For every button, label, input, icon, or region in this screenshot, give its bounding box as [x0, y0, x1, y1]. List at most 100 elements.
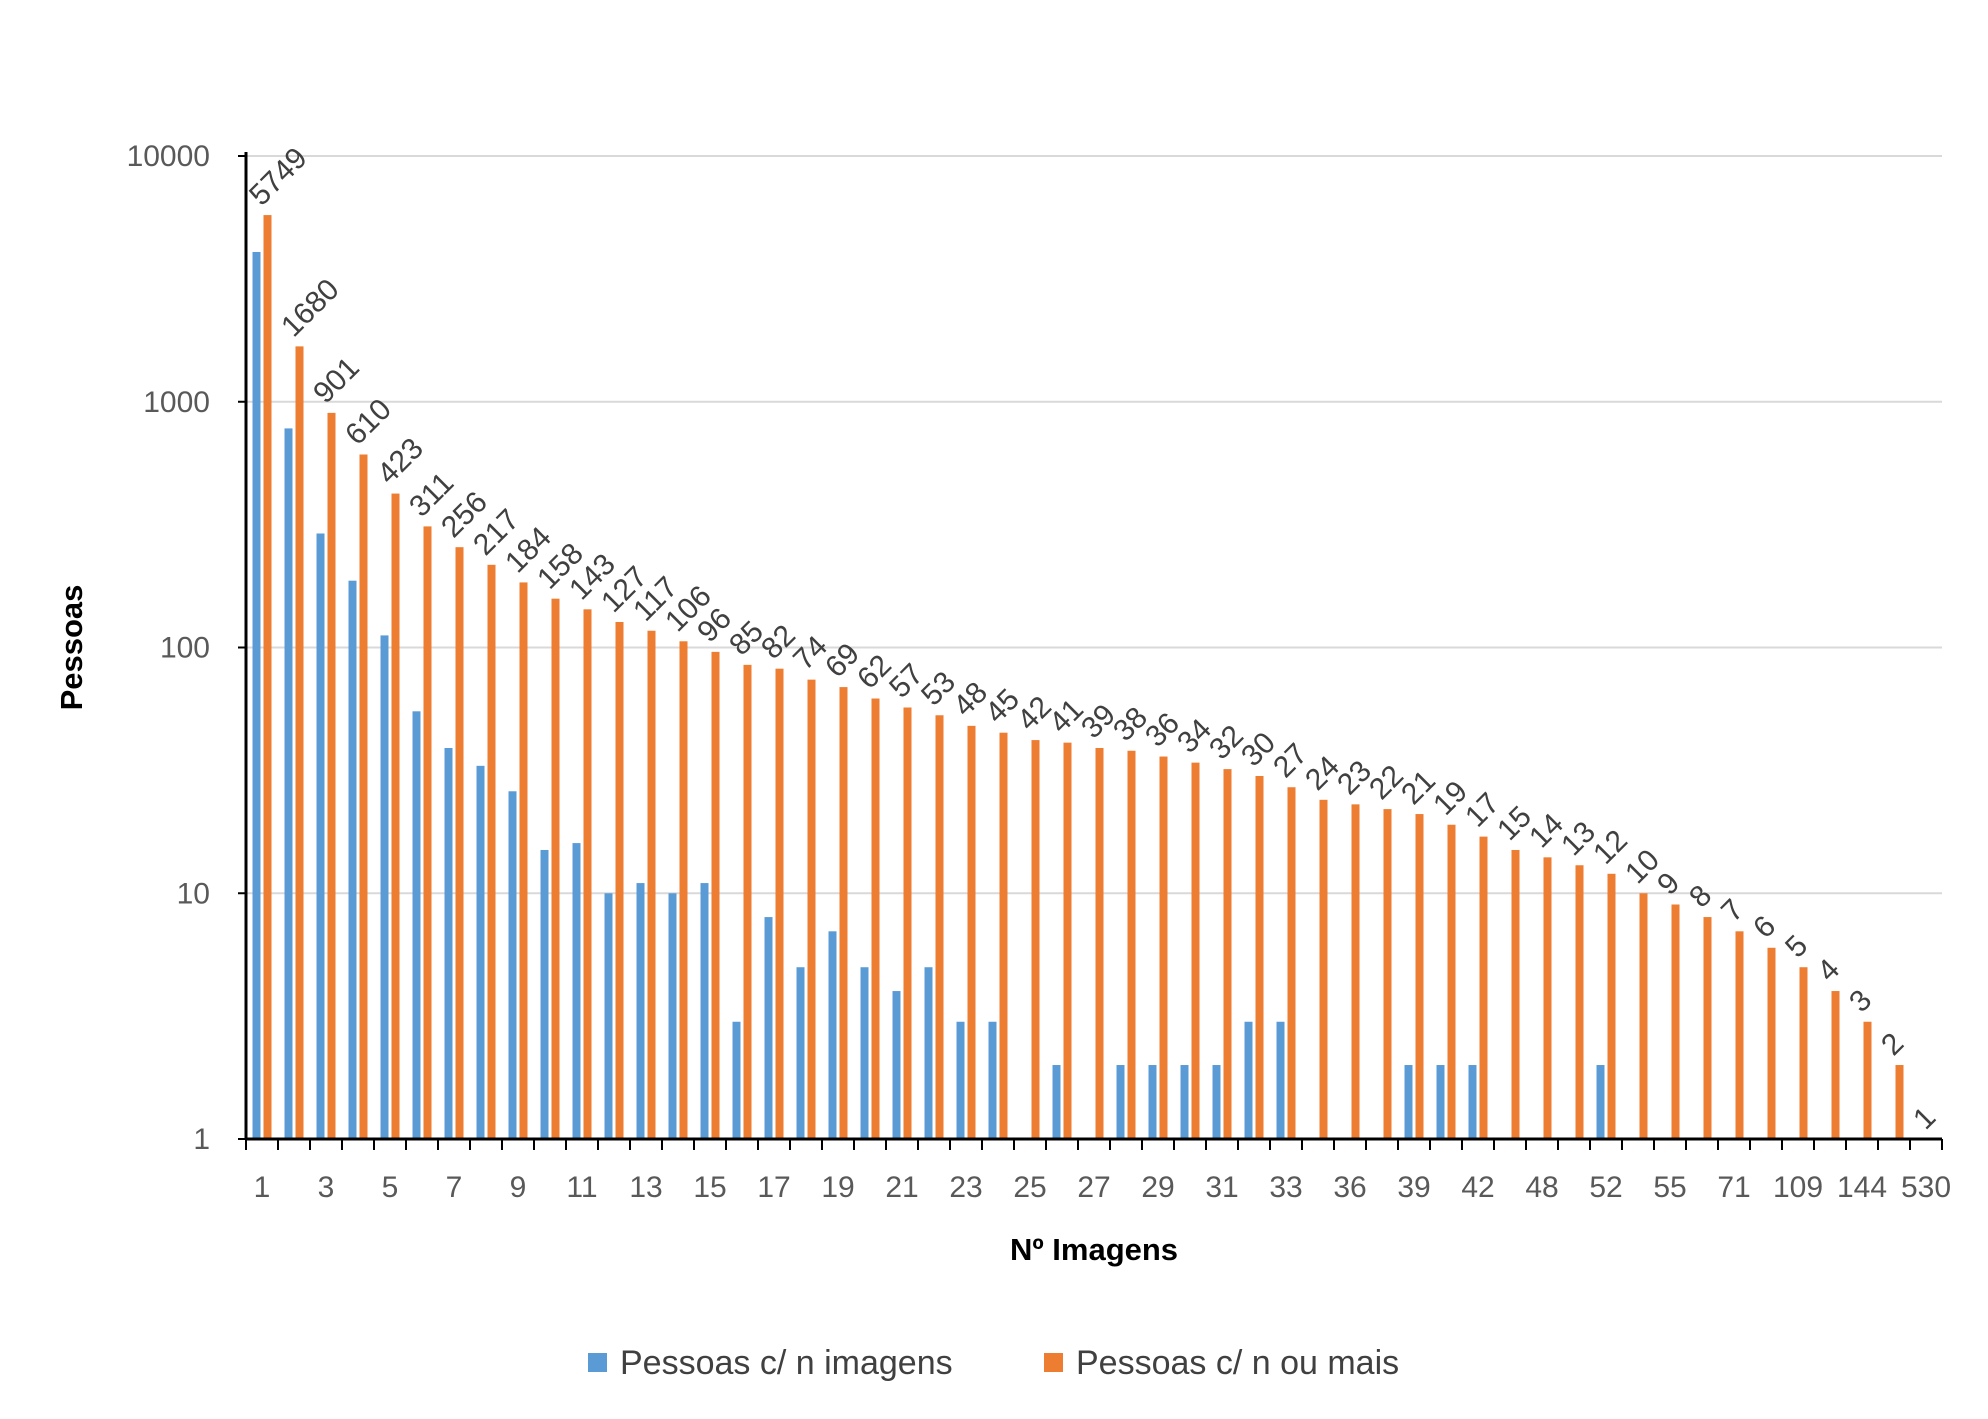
bar-series-1	[1159, 756, 1168, 1139]
legend-swatch-series-1	[1044, 1353, 1063, 1372]
bar-series-1	[1543, 857, 1552, 1139]
bar-series-1	[487, 564, 496, 1139]
bar-series-1	[1799, 967, 1808, 1139]
bar-series-0	[732, 1021, 741, 1139]
bar-series-1	[327, 412, 336, 1140]
data-label-series-1: 1680	[275, 273, 346, 344]
bar-series-0	[764, 917, 773, 1139]
bar-series-0	[444, 747, 453, 1139]
bar-series-1	[1639, 893, 1648, 1139]
bar-series-0	[476, 765, 485, 1139]
data-label-series-1: 7	[1715, 893, 1750, 928]
x-axis-title: Nº Imagens	[1010, 1232, 1178, 1267]
bar-series-1	[615, 621, 624, 1139]
bar-series-0	[572, 843, 581, 1139]
bar-series-0	[668, 893, 677, 1139]
x-tick-label: 39	[1397, 1171, 1430, 1204]
x-tick-label: 19	[821, 1171, 854, 1204]
bar-series-1	[775, 668, 784, 1139]
x-tick-label: 29	[1141, 1171, 1174, 1204]
bar-series-1	[1095, 747, 1104, 1139]
x-tick-label: 1	[254, 1171, 271, 1204]
bar-series-0	[700, 883, 709, 1139]
data-label-series-1: 9	[1651, 866, 1686, 901]
x-tick-label: 21	[885, 1171, 918, 1204]
bar-series-1	[1383, 809, 1392, 1139]
bar-series-1	[839, 687, 848, 1139]
bar-series-1	[1063, 742, 1072, 1139]
bar-series-0	[796, 967, 805, 1139]
bar-series-1	[1575, 865, 1584, 1139]
x-tick-label: 27	[1077, 1171, 1110, 1204]
data-label-series-1: 1	[1907, 1101, 1942, 1136]
bar-series-1	[967, 725, 976, 1139]
x-tick-label: 71	[1717, 1171, 1750, 1204]
bar-series-1	[359, 454, 368, 1139]
bar-series-0	[1404, 1065, 1413, 1139]
x-tick-label: 144	[1837, 1171, 1887, 1204]
x-tick-label: 23	[949, 1171, 982, 1204]
y-tick-label: 10	[177, 877, 210, 910]
bar-series-1	[295, 346, 304, 1139]
x-tick-label: 25	[1013, 1171, 1046, 1204]
bar-series-1	[1319, 799, 1328, 1139]
bar-series-1	[1735, 931, 1744, 1139]
bar-series-0	[1436, 1065, 1445, 1139]
y-tick-label: 100	[160, 632, 210, 665]
bar-series-0	[316, 533, 325, 1139]
bar-series-1	[1607, 873, 1616, 1139]
data-label-series-1: 5749	[243, 141, 314, 212]
bar-series-1	[1287, 787, 1296, 1139]
gridlines	[246, 155, 1942, 895]
bar-series-1	[263, 215, 272, 1139]
bar-series-1	[935, 715, 944, 1139]
data-label-series-1: 6	[1747, 910, 1782, 945]
bar-series-1	[807, 679, 816, 1139]
y-tick-label: 1000	[143, 386, 210, 419]
bar-series-0	[1116, 1065, 1125, 1139]
bar-series-1	[455, 547, 464, 1139]
bar-series-0	[1276, 1021, 1285, 1139]
bar-series-0	[1244, 1021, 1253, 1139]
bar-series-1	[1767, 947, 1776, 1139]
y-tick-label: 10000	[127, 140, 210, 173]
bar-series-1	[583, 609, 592, 1139]
x-tick-label: 36	[1333, 1171, 1366, 1204]
bar-series-1	[551, 598, 560, 1139]
bar-series-1	[903, 707, 912, 1139]
bar-series-0	[604, 893, 613, 1139]
bar-series-0	[380, 635, 389, 1139]
bar-series-1	[1255, 775, 1264, 1139]
bar-series-1	[1415, 814, 1424, 1139]
x-tick-label: 55	[1653, 1171, 1686, 1204]
bar-series-0	[540, 849, 549, 1139]
legend-label-series-0: Pessoas c/ n imagens	[620, 1344, 953, 1382]
bar-series-1	[423, 526, 432, 1139]
bar-series-0	[1212, 1065, 1221, 1139]
bar-series-1	[1831, 991, 1840, 1139]
bar-series-1	[1703, 917, 1712, 1139]
x-tick-label: 109	[1773, 1171, 1823, 1204]
bar-series-1	[1863, 1021, 1872, 1139]
x-tick-label: 33	[1269, 1171, 1302, 1204]
bar-series-0	[1596, 1065, 1605, 1139]
bar-series-0	[892, 991, 901, 1139]
x-tick-label: 15	[693, 1171, 726, 1204]
bar-series-0	[1468, 1065, 1477, 1139]
bar-series-0	[1052, 1065, 1061, 1139]
bar-series-1	[1223, 769, 1232, 1139]
data-label-series-1: 8	[1683, 879, 1718, 914]
bar-series-1	[743, 664, 752, 1139]
bar-series-0	[636, 883, 645, 1139]
bar-series-1	[1191, 762, 1200, 1139]
x-tick-label: 7	[446, 1171, 463, 1204]
bar-series-1	[647, 630, 656, 1139]
legend-label-series-1: Pessoas c/ n ou mais	[1076, 1344, 1399, 1382]
bar-series-0	[348, 580, 357, 1139]
bar-series-0	[924, 967, 933, 1139]
x-tick-label: 13	[629, 1171, 662, 1204]
data-label-series-1: 3	[1843, 984, 1878, 1019]
data-label-series-1: 5	[1779, 929, 1814, 964]
bar-series-0	[508, 791, 517, 1139]
bar-series-1	[519, 582, 528, 1139]
